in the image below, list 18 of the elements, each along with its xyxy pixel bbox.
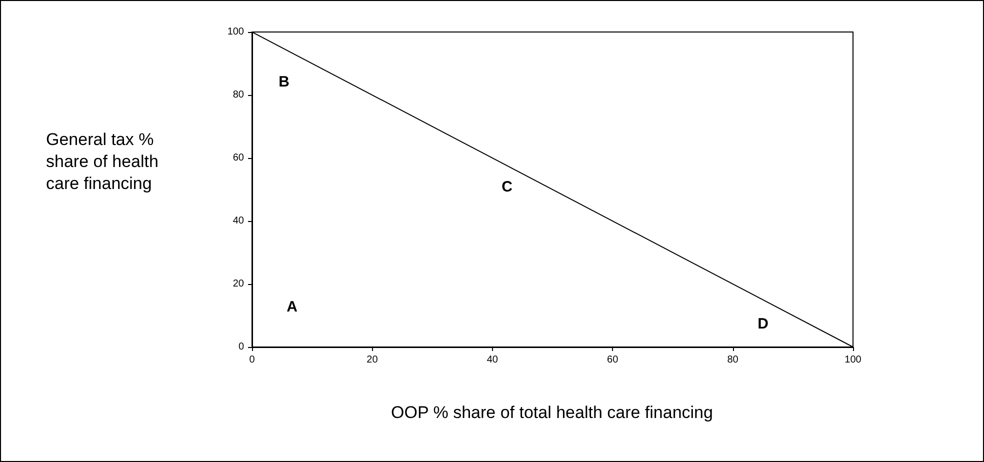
x-tick-label: 20: [366, 354, 378, 366]
x-tick-label: 100: [844, 354, 862, 366]
y-tick-label: 40: [232, 216, 244, 226]
annotation: B: [278, 74, 290, 90]
x-tick-label: 0: [249, 354, 256, 366]
annotation: C: [502, 178, 513, 196]
y-tick-label: 80: [232, 90, 244, 100]
x-tick-label: 40: [486, 354, 498, 366]
y-tick-label: 20: [232, 278, 244, 290]
x-tick-label: 60: [607, 354, 619, 366]
x-axis-title: OOP % share of total health care financing: [390, 403, 714, 423]
y-tick-label: 60: [232, 152, 244, 164]
y-tick-label: 100: [227, 26, 244, 38]
y-tick-label: 0: [238, 342, 244, 352]
annotation: D: [758, 316, 769, 332]
y-axis-title: General tax % share of health care financing: [46, 129, 160, 195]
annotation: A: [286, 298, 298, 316]
x-tick-label: 80: [727, 354, 739, 366]
